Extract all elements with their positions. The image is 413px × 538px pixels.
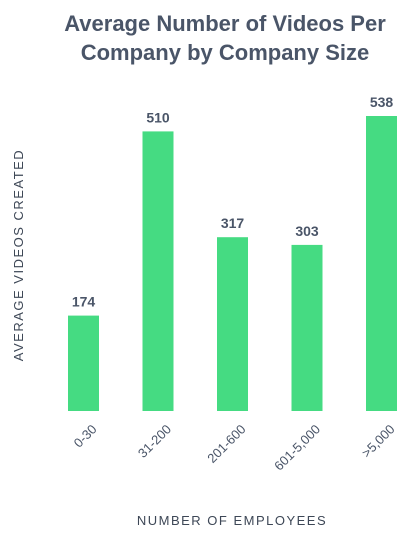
chart-title-line-1: Average Number of Videos Per xyxy=(64,11,386,36)
bar-201-600 xyxy=(217,237,248,411)
value-label-31-200: 510 xyxy=(146,109,170,125)
value-labels-group: 174 510 317 303 538 xyxy=(72,94,394,310)
bar-31-200 xyxy=(142,131,174,411)
value-label->5,000: 538 xyxy=(370,94,394,110)
x-tick-label-31-200: 31-200 xyxy=(135,422,174,461)
x-tick-label->5,000: >5,000 xyxy=(359,422,398,461)
value-label-201-600: 317 xyxy=(221,215,245,231)
value-label-0-30: 174 xyxy=(72,294,96,310)
x-tick-label-0-30: 0-30 xyxy=(71,422,100,451)
x-tick-label-601-5,000: 601-5,000 xyxy=(271,422,323,474)
chart-title-line-2: Company by Company Size xyxy=(81,40,370,65)
x-tick-labels-group: 0-30 31-200 201-600 601-5,000 >5,000 xyxy=(71,422,398,474)
bars-group xyxy=(68,116,397,411)
x-tick-label-201-600: 201-600 xyxy=(204,422,248,466)
x-axis-label: NUMBER OF EMPLOYEES xyxy=(137,513,327,528)
y-axis-label: AVERAGE VIDEOS CREATED xyxy=(11,149,26,361)
bar-0-30 xyxy=(68,315,99,411)
value-label-601-5,000: 303 xyxy=(295,223,319,239)
bar-601-5,000 xyxy=(291,244,323,411)
bar->5,000 xyxy=(366,116,397,411)
